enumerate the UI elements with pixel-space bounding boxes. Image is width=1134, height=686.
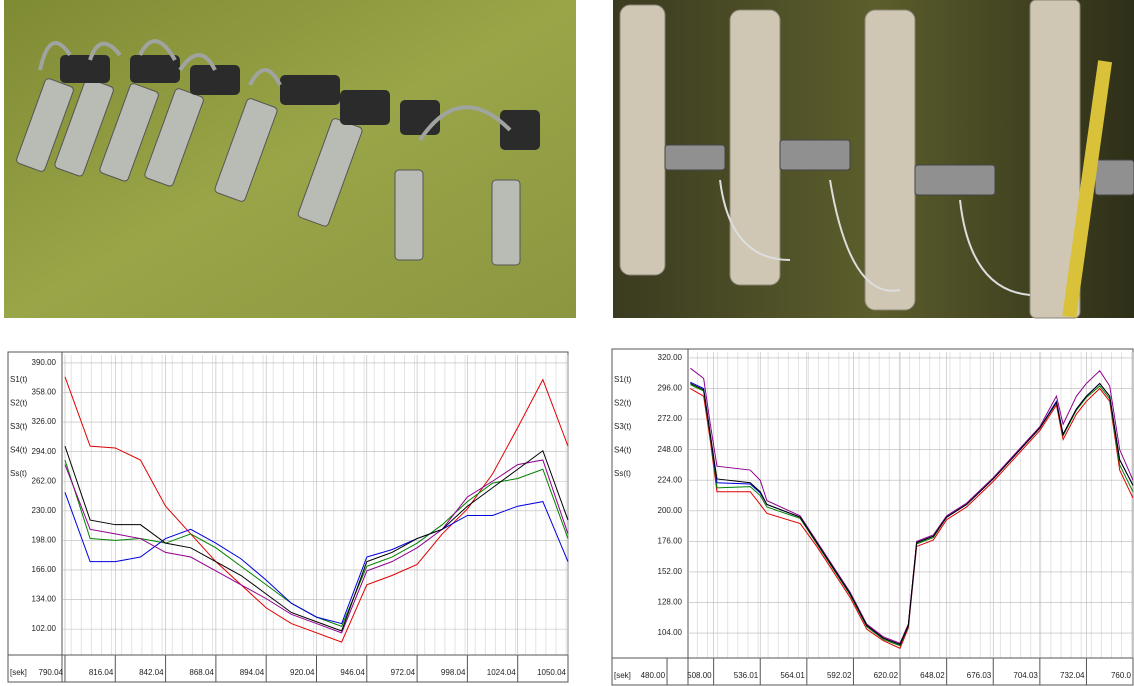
charts: [sek] 102.00 134.00 166.00 198.00 230.00 262.0…	[8, 349, 1133, 685]
y-tick-label: 200.00	[658, 506, 683, 515]
x-tick-label: 536.01	[734, 671, 759, 680]
y-tick-label: 294.00	[32, 447, 57, 456]
photo-shaft	[613, 0, 1134, 318]
x-tick-label: 704.03	[1013, 671, 1038, 680]
legend-label: S1(t)	[10, 375, 28, 384]
legend-label: S3(t)	[614, 422, 632, 431]
legend-label: Ss(t)	[614, 469, 631, 478]
x-tick-label: 868.04	[189, 668, 214, 677]
x-tick-label: 998.04	[441, 668, 466, 677]
x-tick-label: 790.04	[39, 668, 64, 677]
y-tick-label: 262.00	[32, 476, 57, 485]
x-tick-label: 620.02	[874, 671, 899, 680]
y-tick-label: 152.00	[658, 567, 683, 576]
y-tick-label: 176.00	[658, 536, 683, 545]
y-tick-label: 128.00	[658, 598, 683, 607]
y-tick-label: 198.00	[32, 536, 57, 545]
legend-label: S4(t)	[614, 446, 632, 455]
x-tick-label: 760.0	[1111, 671, 1132, 680]
y-tick-label: 224.00	[658, 475, 683, 484]
y-tick-label: 248.00	[658, 445, 683, 454]
y-tick-label: 230.00	[32, 506, 57, 515]
minor-grid	[62, 355, 568, 655]
y-tick-label: 102.00	[32, 624, 57, 633]
legend-label: S2(t)	[614, 399, 632, 408]
x-tick-label: 1050.04	[537, 668, 566, 677]
line-chart: [sek] 104.00 128.00 152.00 176.00 200.00 224.0…	[612, 349, 1133, 685]
y-tick-label: 390.00	[32, 358, 57, 367]
minor-grid	[688, 352, 1133, 658]
x-tick-label: 894.04	[240, 668, 265, 677]
x-tick-label: 1024.04	[487, 668, 516, 677]
legend-label: Ss(t)	[10, 469, 27, 478]
figure: [sek] 102.00 134.00 166.00 198.00 230.00 262.0…	[0, 0, 1134, 686]
legend-label: S3(t)	[10, 422, 28, 431]
x-axis-label: [sek]	[10, 668, 27, 677]
y-tick-label: 320.00	[658, 353, 683, 362]
x-tick-label: 564.01	[780, 671, 805, 680]
y-tick-label: 296.00	[658, 384, 683, 393]
y-tick-label: 166.00	[32, 565, 57, 574]
line-chart: [sek] 102.00 134.00 166.00 198.00 230.00 262.0…	[8, 352, 568, 682]
y-tick-label: 134.00	[32, 595, 57, 604]
x-tick-label: 842.04	[139, 668, 164, 677]
x-tick-label: 480.00	[641, 671, 666, 680]
x-tick-label: 592.02	[827, 671, 852, 680]
x-tick-label: 972.04	[391, 668, 416, 677]
x-tick-label: 508.00	[687, 671, 712, 680]
x-tick-label: 816.04	[89, 668, 114, 677]
x-tick-label: 648.02	[920, 671, 945, 680]
legend-label: S2(t)	[10, 399, 28, 408]
y-tick-label: 272.00	[658, 414, 683, 423]
y-tick-label: 326.00	[32, 417, 57, 426]
legend-label: S4(t)	[10, 446, 28, 455]
x-tick-label: 920.04	[290, 668, 315, 677]
photo-sensors	[4, 0, 576, 318]
y-tick-label: 104.00	[658, 628, 683, 637]
x-tick-label: 676.03	[967, 671, 992, 680]
x-axis-label: [sek]	[614, 671, 631, 680]
y-tick-label: 358.00	[32, 388, 57, 397]
legend-label: S1(t)	[614, 375, 632, 384]
x-tick-label: 732.04	[1060, 671, 1085, 680]
x-tick-label: 946.04	[340, 668, 365, 677]
